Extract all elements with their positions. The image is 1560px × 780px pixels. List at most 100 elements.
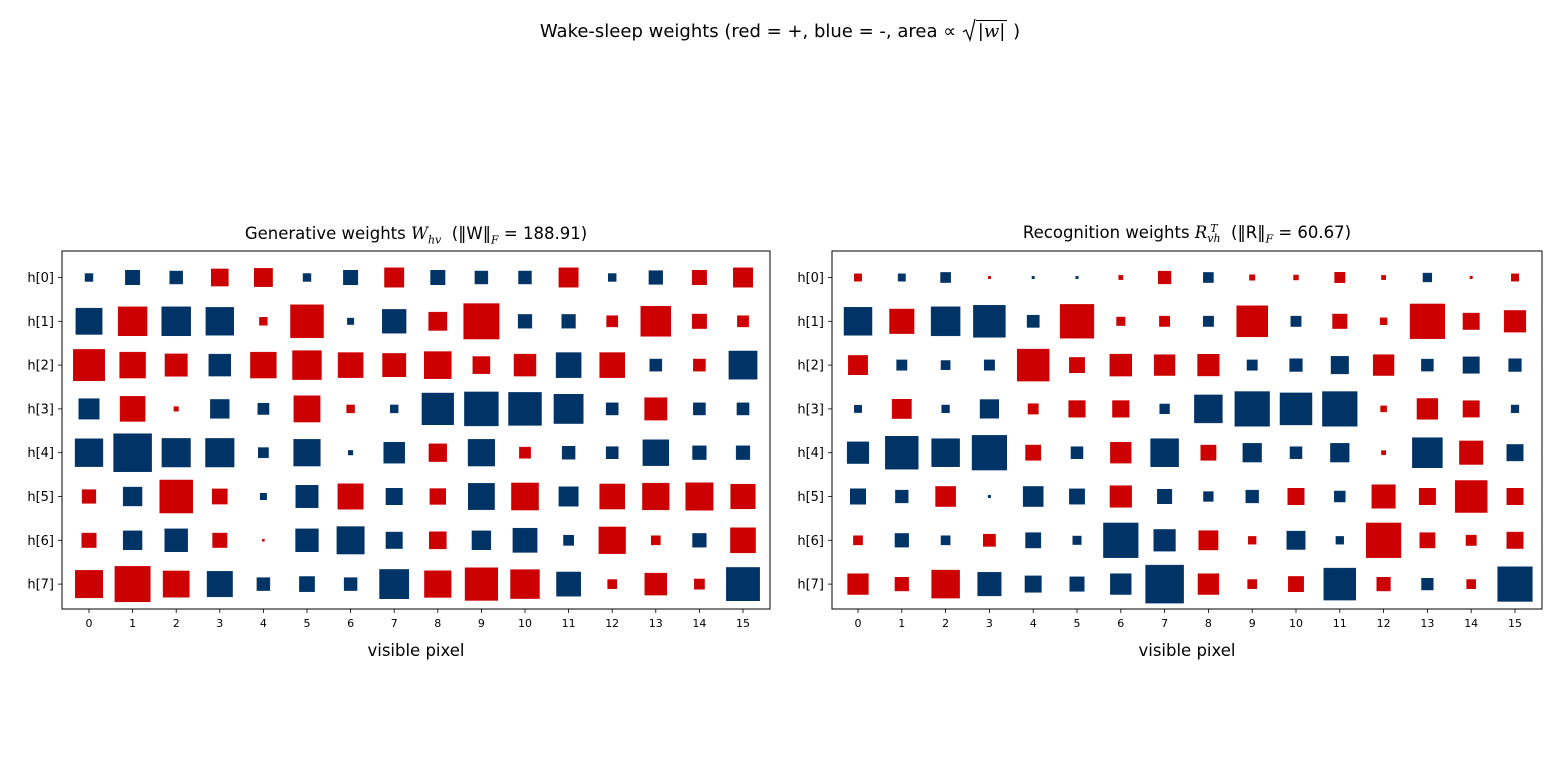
weight-cell-0-1 (125, 270, 141, 285)
weight-cell-1-12 (1379, 317, 1388, 326)
weight-cell-1-1 (117, 306, 148, 337)
weight-cell-5-2 (935, 486, 956, 507)
weight-cell-3-7 (1159, 403, 1170, 415)
weight-cell-1-12 (606, 315, 619, 328)
weight-cell-0-9 (1249, 274, 1256, 281)
weight-cell-4-4 (1025, 444, 1042, 461)
weight-cell-2-10 (1289, 358, 1303, 372)
weight-cell-6-13 (1419, 532, 1436, 549)
weight-cell-4-1 (885, 436, 919, 470)
hinton-panel-0: 0 1 2 3 4 5 6 7 8 9 10 11 12 13 14 15h[0]h[1]h[2]h[3]h[… (27, 250, 771, 660)
weight-cell-3-4 (257, 403, 270, 415)
weight-cell-6-0 (853, 535, 863, 546)
weight-cell-0-7 (384, 267, 405, 288)
weight-cell-0-0 (854, 273, 862, 282)
weight-cell-2-3 (983, 359, 995, 371)
weight-cell-5-5 (1069, 488, 1085, 505)
weight-cell-3-14 (1462, 400, 1480, 418)
weight-cell-2-4 (1016, 348, 1050, 382)
weight-cell-5-10 (1287, 488, 1305, 505)
weight-cell-6-4 (1025, 532, 1042, 549)
weight-cell-5-15 (730, 483, 756, 510)
weight-cell-1-4 (259, 317, 268, 326)
weight-cell-2-6 (1109, 353, 1133, 377)
weight-cell-1-14 (1462, 312, 1480, 330)
weight-cell-6-11 (1335, 536, 1344, 545)
weight-cell-3-12 (1380, 405, 1387, 413)
title-subscript: vh (1207, 231, 1221, 245)
y-tick-label: h[1] (797, 315, 824, 330)
title-norm: (‖R‖ (1231, 223, 1266, 242)
weight-cell-0-3 (210, 268, 229, 287)
x-tick-label: 7 (391, 617, 398, 630)
weight-cell-4-0 (74, 438, 104, 467)
weight-cell-0-7 (1157, 270, 1172, 285)
figure-suptitle: Wake-sleep weights (red = +, blue = -, a… (0, 18, 1560, 44)
x-tick-label: 8 (1205, 617, 1212, 630)
weight-cell-3-3 (979, 399, 999, 419)
weight-cell-6-5 (1072, 535, 1082, 545)
weight-cell-2-8 (424, 351, 452, 379)
weight-cell-6-6 (336, 526, 365, 555)
weight-cell-3-3 (210, 399, 230, 419)
suptitle-text: Wake-sleep weights (red = +, blue = -, a… (539, 21, 944, 42)
weight-cell-0-10 (518, 270, 532, 285)
weight-cell-2-5 (1069, 357, 1085, 374)
weight-cell-1-5 (1059, 304, 1095, 339)
x-tick-label: 9 (1249, 617, 1256, 630)
weight-cell-5-7 (385, 488, 403, 505)
weight-cell-1-9 (463, 303, 500, 340)
x-tick-label: 13 (649, 617, 663, 630)
weight-cell-5-9 (468, 483, 495, 510)
weight-cell-1-13 (1409, 303, 1446, 339)
weight-cell-0-3 (987, 276, 991, 279)
weight-cell-4-11 (561, 445, 576, 460)
weight-cell-5-10 (511, 482, 539, 511)
weight-cell-5-4 (1022, 486, 1044, 507)
weight-cell-6-3 (212, 532, 228, 548)
x-tick-label: 0 (86, 617, 93, 630)
weight-cell-5-0 (849, 488, 866, 505)
weight-cell-6-12 (598, 526, 626, 554)
weight-cell-2-11 (1330, 356, 1349, 375)
weight-cell-0-14 (1469, 276, 1473, 279)
weight-cell-7-0 (75, 570, 103, 599)
weight-cell-0-8 (430, 270, 446, 285)
weight-cell-1-15 (737, 315, 749, 328)
suptitle-root-content: |w| (975, 20, 1008, 42)
y-tick-label: h[6] (797, 534, 824, 549)
weight-cell-3-10 (1279, 392, 1313, 426)
cells (73, 267, 760, 603)
weight-cell-2-11 (555, 352, 582, 378)
axes-frame (61, 250, 771, 610)
weight-cell-4-12 (1381, 450, 1386, 456)
weight-cell-7-10 (1288, 576, 1304, 593)
weight-cell-0-12 (1381, 275, 1386, 280)
weight-cell-5-8 (1203, 491, 1214, 502)
weight-cell-5-15 (1506, 488, 1524, 505)
weight-cell-1-8 (1202, 315, 1214, 327)
weight-cell-7-7 (1145, 564, 1184, 604)
weight-cell-1-11 (1332, 313, 1348, 329)
x-tick-label: 4 (260, 617, 267, 630)
weight-cell-2-0 (848, 355, 868, 376)
weight-cell-7-14 (1466, 579, 1477, 589)
weight-cell-2-13 (1421, 358, 1434, 372)
weight-cell-3-1 (891, 398, 912, 419)
weight-cell-1-7 (382, 309, 407, 334)
weight-cell-2-1 (119, 351, 146, 379)
weight-cell-1-2 (161, 306, 191, 337)
weight-cell-4-0 (846, 441, 870, 464)
x-tick-label: 13 (1420, 617, 1434, 630)
weight-cell-6-14 (1465, 534, 1477, 546)
weight-cell-5-3 (987, 495, 991, 498)
weight-cell-7-12 (1376, 577, 1391, 592)
weight-cell-4-2 (931, 438, 960, 467)
weight-cell-2-8 (1197, 354, 1220, 377)
x-tick-label: 5 (304, 617, 311, 630)
weight-cell-3-8 (421, 392, 454, 425)
weight-cell-3-5 (1068, 400, 1086, 418)
x-axis-label: visible pixel (1138, 641, 1235, 660)
weight-cell-6-9 (471, 530, 492, 550)
